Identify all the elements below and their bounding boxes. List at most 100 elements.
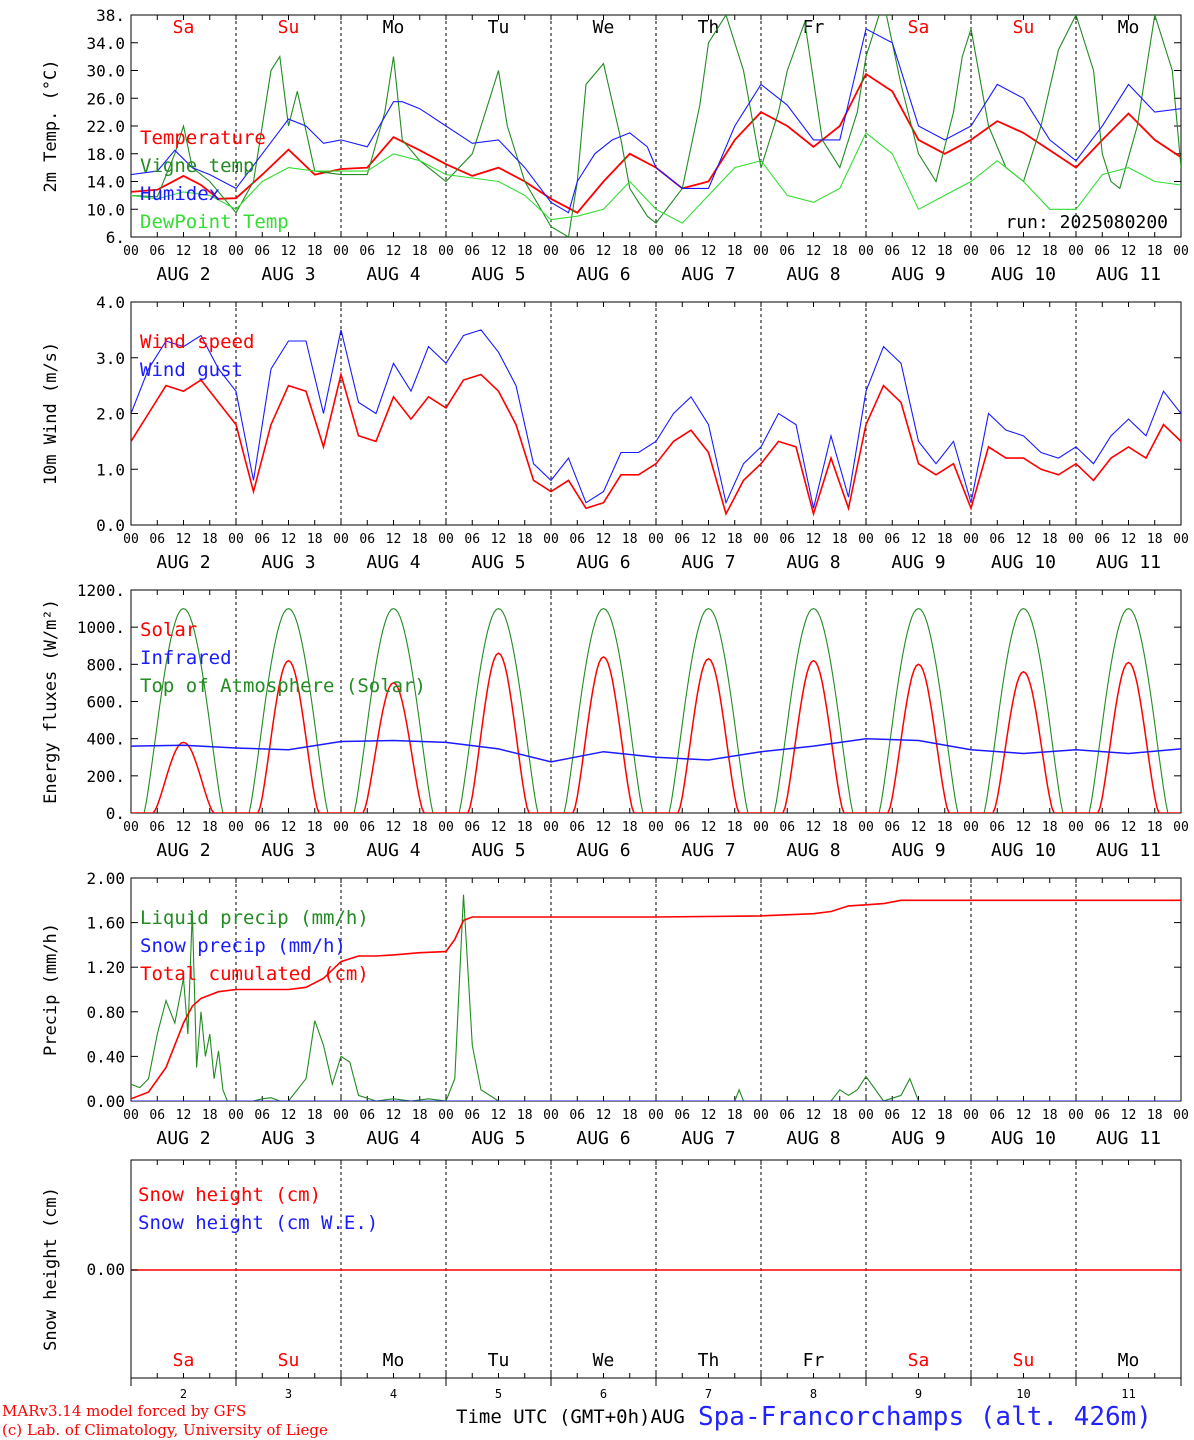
hour-tick-label: 12 <box>596 820 612 835</box>
hour-tick-label: 18 <box>202 532 218 547</box>
date-label: AUG 7 <box>681 552 735 573</box>
hour-tick-label: 12 <box>806 820 822 835</box>
hour-tick-label: 18 <box>202 1108 218 1123</box>
y-tick-label: 600. <box>86 693 125 712</box>
date-label: AUG 5 <box>471 1128 525 1149</box>
hour-tick-label: 12 <box>1016 244 1032 259</box>
hour-tick-label: 00 <box>858 1108 874 1123</box>
hour-tick-label: 06 <box>149 532 165 547</box>
hour-tick-label: 18 <box>832 1108 848 1123</box>
legend-wind-speed: Wind speed <box>140 331 254 353</box>
y-tick-label: 800. <box>86 655 125 674</box>
y-tick-label: 34.0 <box>86 34 125 53</box>
legend-solar: Solar <box>140 619 197 641</box>
hour-tick-label: 06 <box>779 244 795 259</box>
hour-tick-label: 12 <box>1121 820 1137 835</box>
weekday-label-bottom: Th <box>698 1350 720 1371</box>
hour-tick-label: 12 <box>1121 1108 1137 1123</box>
series-temperature <box>131 72 1181 214</box>
station-title: Spa-Francorchamps (alt. 426m) <box>698 1402 1152 1432</box>
day-number-label: 5 <box>495 1387 502 1401</box>
hour-tick-label: 12 <box>386 1108 402 1123</box>
hour-tick-label: 18 <box>937 532 953 547</box>
date-label: AUG 11 <box>1096 840 1161 861</box>
hour-tick-label: 06 <box>464 532 480 547</box>
hour-tick-label: 18 <box>937 820 953 835</box>
weekday-label-bottom: We <box>593 1350 615 1371</box>
hour-tick-label: 00 <box>1173 820 1189 835</box>
hour-tick-label: 18 <box>1042 244 1058 259</box>
y-axis-label: 2m Temp. (°C) <box>41 59 61 192</box>
hour-tick-label: 00 <box>438 532 454 547</box>
hour-tick-label: 00 <box>648 1108 664 1123</box>
panel-frame <box>130 589 1182 814</box>
hour-tick-label: 06 <box>464 244 480 259</box>
y-axis-label: Snow height (cm) <box>41 1187 61 1351</box>
hour-tick-label: 06 <box>674 244 690 259</box>
date-label: AUG 6 <box>576 264 630 285</box>
hour-tick-label: 12 <box>806 532 822 547</box>
hour-tick-label: 06 <box>149 820 165 835</box>
hour-tick-label: 06 <box>254 244 270 259</box>
hour-tick-label: 18 <box>412 532 428 547</box>
hour-tick-label: 00 <box>1173 244 1189 259</box>
hour-tick-label: 18 <box>1147 1108 1163 1123</box>
date-label: AUG 7 <box>681 840 735 861</box>
hour-tick-label: 00 <box>543 820 559 835</box>
date-label: AUG 8 <box>786 264 840 285</box>
hour-tick-label: 06 <box>254 820 270 835</box>
hour-tick-label: 06 <box>1094 244 1110 259</box>
legend-snow-height-cm-w-e-: Snow height (cm W.E.) <box>138 1212 378 1234</box>
hour-tick-label: 00 <box>333 532 349 547</box>
hour-tick-label: 12 <box>1121 244 1137 259</box>
hour-tick-label: 06 <box>884 820 900 835</box>
hour-tick-label: 18 <box>1147 244 1163 259</box>
hour-tick-label: 18 <box>937 244 953 259</box>
hour-tick-label: 12 <box>911 820 927 835</box>
hour-tick-label: 06 <box>989 532 1005 547</box>
day-number-label: 4 <box>390 1387 397 1401</box>
hour-tick-label: 00 <box>1173 1108 1189 1123</box>
day-number-label: 7 <box>705 1387 712 1401</box>
hour-tick-label: 12 <box>596 532 612 547</box>
hour-tick-label: 18 <box>832 532 848 547</box>
y-tick-label: 200. <box>86 767 125 786</box>
date-label: AUG 4 <box>366 264 420 285</box>
hour-tick-label: 12 <box>596 244 612 259</box>
y-tick-label: 14.0 <box>86 173 125 192</box>
hour-tick-label: 06 <box>1094 532 1110 547</box>
weekday-label-top: We <box>593 17 615 38</box>
y-tick-label: 1000. <box>77 618 125 637</box>
hour-tick-label: 18 <box>727 1108 743 1123</box>
y-tick-label: 6. <box>106 228 125 247</box>
hour-tick-label: 06 <box>254 532 270 547</box>
y-tick-label: 400. <box>86 730 125 749</box>
hour-tick-label: 12 <box>596 1108 612 1123</box>
hour-tick-label: 12 <box>1121 532 1137 547</box>
date-label: AUG 2 <box>156 552 210 573</box>
legend-top-of-atmosphere-solar-: Top of Atmosphere (Solar) <box>140 675 426 697</box>
hour-tick-label: 18 <box>1147 820 1163 835</box>
series-wind-gust <box>131 329 1181 509</box>
y-tick-label: 0.40 <box>86 1047 125 1066</box>
day-number-label: 9 <box>915 1387 922 1401</box>
hour-tick-label: 00 <box>648 532 664 547</box>
hour-tick-label: 00 <box>543 1108 559 1123</box>
hour-tick-label: 00 <box>963 532 979 547</box>
hour-tick-label: 00 <box>228 244 244 259</box>
hour-tick-label: 00 <box>543 532 559 547</box>
panel-frame <box>130 301 1182 526</box>
y-tick-label: 26.0 <box>86 89 125 108</box>
series-toa-solar <box>131 608 1181 813</box>
day-number-label: 6 <box>600 1387 607 1401</box>
hour-tick-label: 18 <box>1147 532 1163 547</box>
hour-tick-label: 00 <box>1173 532 1189 547</box>
hour-tick-label: 00 <box>858 532 874 547</box>
hour-tick-label: 18 <box>937 1108 953 1123</box>
hour-tick-label: 06 <box>359 244 375 259</box>
hour-tick-label: 06 <box>674 1108 690 1123</box>
date-label: AUG 11 <box>1096 1128 1161 1149</box>
y-tick-label: 18.0 <box>86 145 125 164</box>
weekday-label-bottom: Sa <box>173 1350 195 1371</box>
hour-tick-label: 12 <box>281 820 297 835</box>
